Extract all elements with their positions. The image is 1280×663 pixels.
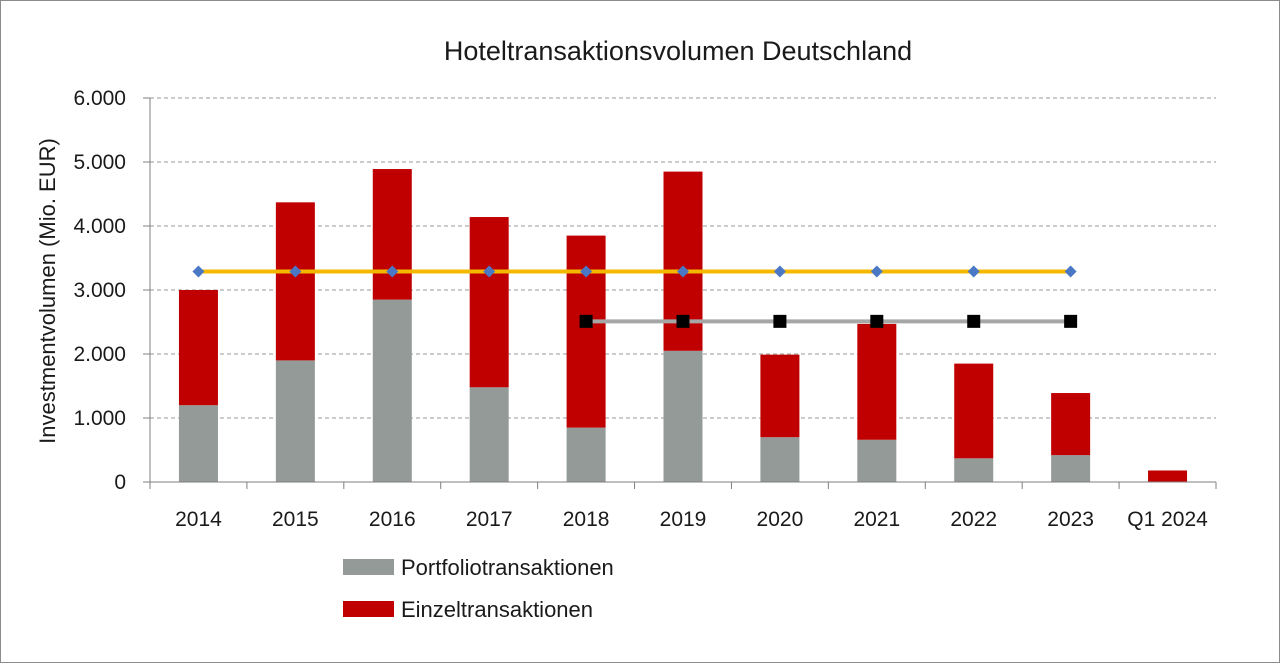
y-tick-label: 3.000 [73, 279, 126, 302]
reference-lines [192, 265, 1078, 328]
diamond-marker [386, 265, 399, 278]
bar-einzel-2020 [760, 354, 800, 438]
x-tick-label: 2023 [1047, 508, 1094, 531]
x-tick-label: 2016 [369, 508, 416, 531]
x-tick-label: Q1 2024 [1127, 508, 1208, 531]
y-tick-label: 2.000 [73, 343, 126, 366]
bar-portfolio-2018 [566, 427, 606, 482]
diamond-marker [580, 265, 593, 278]
x-tick-label: 2018 [563, 508, 610, 531]
legend: Portfoliotransaktionen Einzeltransaktione… [343, 555, 614, 622]
bar-einzel-2022 [954, 363, 994, 459]
x-tick-label: 2022 [950, 508, 997, 531]
x-tick-label: 2019 [660, 508, 707, 531]
axes-group: 0 1.000 2.000 3.000 4.000 5.000 6.000 2014 2015 2… [73, 87, 1217, 531]
x-tick-label: 2020 [757, 508, 804, 531]
legend-swatch-einzel [343, 601, 394, 617]
diamond-marker [967, 265, 980, 278]
legend-label-einzel: Einzeltransaktionen [401, 597, 593, 622]
square-marker [1064, 314, 1078, 328]
bar-einzel-2017 [469, 217, 509, 388]
bar-einzel-2023 [1051, 393, 1091, 456]
chart-title: Hoteltransaktionsvolumen Deutschland [444, 36, 912, 66]
diamond-marker [289, 265, 302, 278]
diamond-marker [192, 265, 205, 278]
square-marker [870, 314, 884, 328]
x-tick-label: 2015 [272, 508, 319, 531]
bar-einzel-2016 [372, 169, 412, 300]
square-marker [967, 314, 981, 328]
bar-portfolio-2021 [857, 439, 897, 482]
square-marker [676, 314, 690, 328]
bar-einzel-q1-2024 [1148, 470, 1188, 482]
diamond-marker [870, 265, 883, 278]
bar-einzel-2014 [178, 290, 218, 406]
y-axis-label: Investmentvolumen (Mio. EUR) [35, 138, 60, 444]
y-tick-label: 1.000 [73, 407, 126, 430]
bar-portfolio-2023 [1051, 455, 1091, 482]
bar-einzel-2015 [275, 202, 315, 361]
bar-portfolio-2022 [954, 458, 994, 482]
bar-portfolio-2014 [178, 405, 218, 482]
y-tick-label: 4.000 [73, 215, 126, 238]
bar-portfolio-2019 [663, 350, 703, 482]
x-tick-label: 2021 [853, 508, 900, 531]
bar-portfolio-2015 [275, 360, 315, 482]
bar-portfolio-2016 [372, 299, 412, 482]
bar-einzel-2018 [566, 235, 606, 428]
bar-portfolio-2020 [760, 437, 800, 482]
y-tick-label: 0 [114, 471, 126, 494]
x-tick-label: 2014 [175, 508, 222, 531]
bars-group [178, 169, 1188, 482]
x-tick-label: 2017 [466, 508, 513, 531]
square-marker [773, 314, 787, 328]
legend-swatch-portfolio [343, 559, 394, 575]
bar-portfolio-2017 [469, 387, 509, 482]
diamond-marker [773, 265, 786, 278]
diamond-marker [677, 265, 689, 278]
y-tick-label: 5.000 [73, 151, 126, 174]
y-tick-label: 6.000 [73, 87, 126, 110]
legend-label-portfolio: Portfoliotransaktionen [401, 555, 614, 580]
square-marker [579, 314, 593, 328]
bar-einzel-2021 [857, 323, 897, 440]
diamond-marker [483, 265, 496, 278]
diamond-marker [1064, 265, 1077, 278]
